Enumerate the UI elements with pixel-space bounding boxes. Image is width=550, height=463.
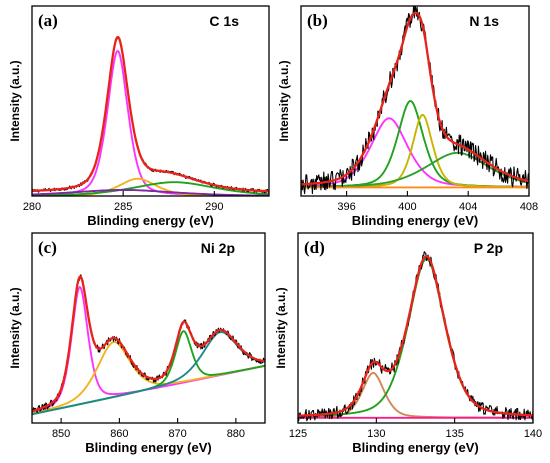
x-tick-label: 880: [227, 428, 245, 440]
x-tick-label: 130: [367, 428, 385, 440]
y-axis-label: Intensity (a.u.): [8, 60, 22, 141]
y-axis-label: Intensity (a.u.): [8, 287, 22, 368]
series-fit-line: [32, 275, 265, 413]
series-component-line: [32, 181, 269, 196]
panel-label: (b): [307, 11, 328, 30]
series-component-line: [32, 189, 269, 196]
panel-label: (d): [304, 238, 325, 257]
panel-title: C 1s: [209, 13, 239, 29]
panel-p2p: 125 130 135 140 (d) P 2p Blinding energy (eV) I…: [274, 232, 542, 455]
x-tick-label: 850: [52, 428, 70, 440]
plot-frame: [297, 232, 534, 424]
x-tick-label: 870: [168, 428, 186, 440]
y-axis-label: Intensity (a.u.): [277, 60, 291, 141]
curves: [301, 6, 529, 195]
x-axis-label: Blinding energy (eV): [352, 213, 478, 228]
series-component-line: [301, 151, 529, 188]
series-component-line: [301, 113, 529, 189]
x-tick-label: 285: [114, 201, 132, 213]
plot-frame: [31, 5, 270, 197]
x-tick-label: 125: [289, 428, 307, 440]
x-tick-label: 400: [398, 201, 416, 213]
x-tick-label: 135: [445, 428, 463, 440]
series-fit-line: [32, 35, 269, 193]
series-component-line: [301, 117, 529, 188]
panel-title: P 2p: [474, 240, 503, 256]
panel-label: (c): [38, 238, 57, 257]
x-tick-label: 860: [110, 428, 128, 440]
panel-label: (a): [38, 11, 58, 30]
panel-title: N 1s: [469, 13, 499, 29]
y-axis-label: Intensity (a.u.): [274, 287, 288, 368]
series-raw-line: [298, 251, 533, 422]
x-tick-label: 140: [524, 428, 542, 440]
series-fit-line: [301, 11, 529, 186]
series-raw-line: [32, 274, 265, 413]
curves: [32, 274, 265, 416]
plot-frame: [300, 5, 530, 197]
panel-title: Ni 2p: [201, 240, 235, 256]
series-component-line: [32, 286, 265, 414]
curves: [298, 251, 533, 422]
x-tick-label: 396: [337, 201, 355, 213]
x-tick-label: 290: [205, 201, 223, 213]
panel-n1s: 396 400 404 408 (b) N 1s Blinding energy (eV) I…: [277, 5, 538, 228]
panel-c1s: 280 285 290 (a) C 1s Blinding energy (eV) Inte…: [8, 5, 270, 228]
x-axis-label: Blinding energy (eV): [85, 440, 211, 455]
x-axis-label: Blinding energy (eV): [352, 440, 478, 455]
x-tick-label: 280: [23, 201, 41, 213]
x-axis-label: Blinding energy (eV): [87, 213, 213, 228]
panel-ni2p: 850 860 870 880 (c) Ni 2p Blinding energy (eV)…: [8, 232, 266, 455]
series-component-line: [32, 50, 269, 196]
x-tick-label: 408: [520, 201, 538, 213]
series-raw-line: [301, 6, 529, 195]
series-fit-line: [298, 255, 533, 417]
plot-frame: [31, 232, 266, 424]
curves: [32, 35, 269, 196]
x-tick-label: 404: [459, 201, 477, 213]
